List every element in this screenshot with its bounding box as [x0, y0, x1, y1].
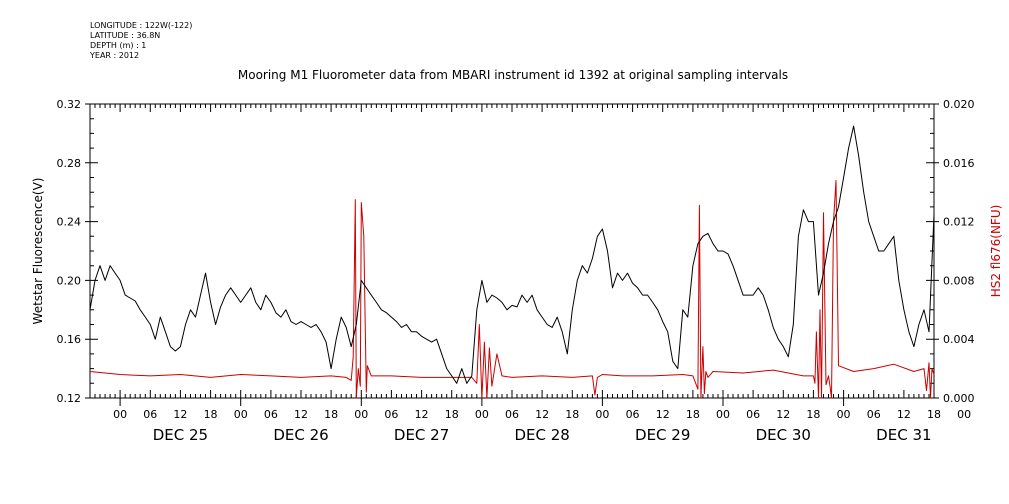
- meta-latitude: LATITUDE : 36.8N: [90, 31, 160, 40]
- x-day-label: DEC 30: [756, 426, 811, 444]
- x-day-label: DEC 26: [273, 426, 328, 444]
- y-left-tick-label: 0.24: [57, 216, 82, 229]
- y-axis-left-title: Wetstar Fluorescence(V): [31, 178, 45, 325]
- x-hour-label: 00: [113, 408, 127, 421]
- x-hour-label: 18: [324, 408, 338, 421]
- x-hour-label: 12: [535, 408, 549, 421]
- x-day-label: DEC 25: [153, 426, 208, 444]
- x-day-label: DEC 31: [876, 426, 931, 444]
- x-hour-label: 06: [505, 408, 519, 421]
- x-hour-label: 06: [867, 408, 881, 421]
- y-left-tick-label: 0.28: [57, 157, 82, 170]
- x-hour-label: 06: [143, 408, 157, 421]
- x-hour-label: 06: [746, 408, 760, 421]
- x-hour-label: 12: [173, 408, 187, 421]
- x-axis-hour-labels: 00 06 12 18 00 06 12 18 00 06 12 18 00 06 12 18 00 06 12 18…: [113, 408, 971, 421]
- x-hour-label: 18: [927, 408, 941, 421]
- y-left-tick-label: 0.20: [57, 274, 82, 287]
- x-hour-label: 06: [264, 408, 278, 421]
- x-hour-label: 18: [686, 408, 700, 421]
- series-line-wetstar: [89, 125, 935, 384]
- y-right-tick-label: 0.008: [943, 274, 975, 287]
- chart-title: Mooring M1 Fluorometer data from MBARI i…: [238, 68, 788, 82]
- x-hour-label: 12: [897, 408, 911, 421]
- x-hour-label: 00: [837, 408, 851, 421]
- y-left-tick-label: 0.32: [57, 98, 82, 111]
- x-hour-label: 06: [626, 408, 640, 421]
- meta-year: YEAR : 2012: [89, 51, 139, 60]
- x-hour-label: 12: [415, 408, 429, 421]
- x-hour-label: 00: [354, 408, 368, 421]
- x-hour-label: 12: [294, 408, 308, 421]
- x-hour-label: 00: [957, 408, 971, 421]
- y-right-tick-label: 0.004: [943, 333, 975, 346]
- x-hour-label: 18: [565, 408, 579, 421]
- plot-frame: [89, 103, 935, 399]
- y-axis-right-title: HS2 fl676(NFU): [989, 205, 1003, 298]
- x-hour-label: 18: [806, 408, 820, 421]
- y-left-tick-label: 0.12: [57, 392, 82, 405]
- meta-depth: DEPTH (m) : 1: [90, 41, 146, 50]
- y-axis-right-tick-labels: 0.000 0.004 0.008 0.012 0.016 0.020: [943, 98, 975, 405]
- x-hour-label: 18: [445, 408, 459, 421]
- x-hour-label: 18: [204, 408, 218, 421]
- x-day-label: DEC 27: [394, 426, 449, 444]
- series-group: [89, 125, 935, 399]
- y-right-tick-label: 0.020: [943, 98, 975, 111]
- x-hour-label: 12: [776, 408, 790, 421]
- tick-marks: [85, 103, 939, 406]
- x-hour-label: 00: [475, 408, 489, 421]
- axis-ticks: [85, 103, 939, 406]
- y-right-tick-label: 0.000: [943, 392, 975, 405]
- x-day-label: DEC 29: [635, 426, 690, 444]
- x-axis-day-labels: DEC 25 DEC 26 DEC 27 DEC 28 DEC 29 DEC 30 DEC …: [153, 426, 932, 444]
- meta-longitude: LONGITUDE : 122W(-122): [90, 21, 192, 30]
- x-hour-label: 00: [716, 408, 730, 421]
- y-left-tick-label: 0.16: [57, 333, 82, 346]
- x-day-label: DEC 28: [514, 426, 569, 444]
- x-hour-label: 12: [656, 408, 670, 421]
- x-hour-label: 06: [384, 408, 398, 421]
- x-hour-label: 00: [595, 408, 609, 421]
- y-axis-left-tick-labels: 0.12 0.16 0.20 0.24 0.28 0.32: [57, 98, 82, 405]
- x-hour-label: 00: [234, 408, 248, 421]
- y-right-tick-label: 0.016: [943, 157, 975, 170]
- y-right-tick-label: 0.012: [943, 216, 975, 229]
- series-line-hs2: [89, 179, 935, 399]
